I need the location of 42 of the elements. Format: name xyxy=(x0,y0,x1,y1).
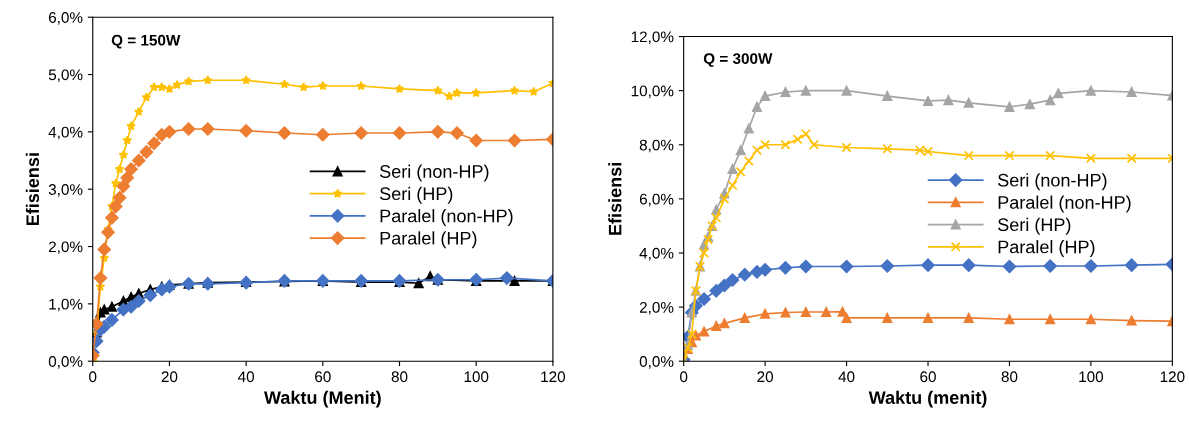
y-tick-label: 6,0% xyxy=(48,12,83,25)
y-tick-label: 8,0% xyxy=(639,139,674,153)
x-tick-label: 60 xyxy=(315,371,331,383)
y-axis-title: Efisiensi xyxy=(608,163,622,235)
legend-label: Seri (HP) xyxy=(998,217,1071,235)
x-axis-title: Waktu (Menit) xyxy=(264,390,381,408)
y-tick-label: 3,0% xyxy=(48,184,83,197)
legend-label: Seri (HP) xyxy=(379,186,453,204)
x-tick-label: 20 xyxy=(757,371,774,383)
x-tick-label: 120 xyxy=(1160,371,1185,383)
y-axis-title: Efisiensi xyxy=(25,153,40,226)
x-tick-label: 20 xyxy=(161,371,178,383)
legend-label: Paralel (HP) xyxy=(380,231,477,249)
annotation: Q = 300W xyxy=(703,53,773,67)
x-tick-label: 0 xyxy=(89,371,97,383)
x-axis-title: Waktu (menit) xyxy=(868,390,987,408)
y-tick-label: 2,0% xyxy=(639,301,674,315)
x-tick-label: 40 xyxy=(237,371,255,383)
legend-label: Paralel (non-HP) xyxy=(380,209,513,226)
y-tick-label: 0,0% xyxy=(639,356,674,369)
x-tick-label: 100 xyxy=(1079,371,1104,383)
y-tick-label: 6,0% xyxy=(639,193,674,207)
annotation: Q = 150W xyxy=(111,34,181,49)
y-tick-label: 4,0% xyxy=(639,247,674,261)
y-tick-label: 5,0% xyxy=(48,69,83,83)
legend-label: Paralel (HP) xyxy=(998,240,1095,257)
y-tick-label: 0,0% xyxy=(48,356,83,369)
x-tick-label: 120 xyxy=(541,371,566,383)
x-tick-label: 40 xyxy=(838,371,855,383)
legend-label: Seri (non-HP) xyxy=(379,164,489,182)
y-tick-label: 12,0% xyxy=(631,31,674,45)
x-tick-label: 80 xyxy=(391,371,408,383)
x-tick-label: 100 xyxy=(464,371,489,383)
x-tick-label: 80 xyxy=(1001,371,1018,383)
y-tick-label: 10,0% xyxy=(631,85,674,99)
x-tick-label: 60 xyxy=(920,371,936,383)
x-tick-label: 0 xyxy=(680,371,688,383)
y-tick-label: 1,0% xyxy=(49,298,83,312)
y-tick-label: 2,0% xyxy=(48,241,83,255)
legend-label: Seri (non-HP) xyxy=(998,173,1107,191)
y-tick-label: 4,0% xyxy=(48,126,83,140)
legend-label: Paralel (non-HP) xyxy=(998,195,1131,213)
